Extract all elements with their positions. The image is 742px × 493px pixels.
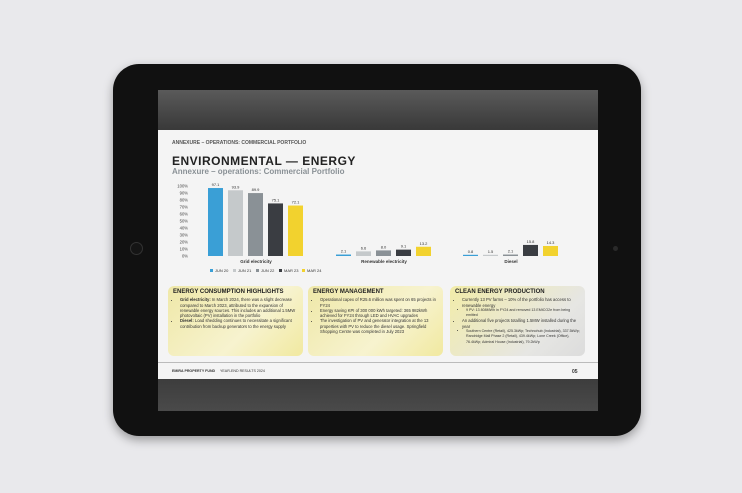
legend-swatch (256, 269, 259, 272)
bar (228, 190, 243, 256)
y-tick-label: 20% (180, 240, 189, 245)
y-tick-label: 10% (180, 247, 189, 252)
bullet-text: Energy saving KPI of 300 000 kWh targete… (320, 307, 428, 319)
legend-label: MAR 23 (284, 268, 299, 273)
legend-label: JUN 20 (215, 268, 229, 273)
footer-fund: EMIRA PROPERTY FUND (172, 369, 216, 373)
data-label: 93.9 (232, 184, 241, 189)
home-button[interactable] (130, 242, 143, 255)
legend-swatch (210, 269, 213, 272)
y-tick-label: 30% (180, 233, 189, 238)
bar (543, 245, 558, 256)
bar (483, 254, 498, 256)
slide: ANNEXURE – OPERATIONS: COMMERCIAL PORTFO… (158, 130, 598, 379)
y-tick-label: 40% (180, 226, 189, 231)
highlight-box: CLEAN ENERGY PRODUCTION Currently 13 PV f… (450, 286, 585, 356)
slide-title: ENVIRONMENTAL — ENERGY (172, 154, 356, 168)
data-label: 2.1 (341, 249, 347, 254)
y-tick-label: 80% (180, 198, 189, 203)
bullet-text: Southern Centre (Retail), 425.3kWp; Tech… (466, 329, 580, 344)
bar (208, 188, 223, 256)
slide-kicker: ANNEXURE – OPERATIONS: COMMERCIAL PORTFO… (172, 140, 307, 146)
bar (268, 203, 283, 256)
bar (336, 254, 351, 256)
bullet-text: In March 2024, there was a slight decrea… (180, 297, 296, 319)
bullet-item: Diesel: Load shedding continues to neces… (180, 318, 298, 329)
highlight-box: ENERGY MANAGEMENT Operational capex of R2… (308, 286, 443, 356)
data-label: 1.5 (488, 249, 494, 254)
bullet-item: Energy saving KPI of 300 000 kWh targete… (320, 308, 438, 319)
bar (356, 251, 371, 256)
legend-swatch (233, 269, 236, 272)
slide-footer: EMIRA PROPERTY FUND YEAR-END RESULTS 202… (158, 362, 598, 379)
camera (613, 246, 618, 251)
bullet-lead: Diesel: (180, 318, 194, 324)
y-tick-label: 100% (177, 184, 188, 189)
y-tick-label: 70% (180, 205, 189, 210)
bullet-text: The investigation of PV and generator in… (320, 318, 429, 335)
page-number: 05 (572, 369, 578, 375)
data-label: 15.8 (527, 239, 536, 244)
data-label: 9.1 (401, 244, 407, 249)
data-label: 72.1 (292, 200, 301, 205)
slide-subtitle: Annexure – operations: Commercial Portfo… (172, 167, 345, 176)
box-title: CLEAN ENERGY PRODUCTION (455, 289, 545, 295)
y-tick-label: 0% (182, 254, 188, 259)
bar (396, 249, 411, 256)
data-label: 8.0 (381, 244, 387, 249)
legend-label: JUN 22 (261, 268, 275, 273)
bar (376, 250, 391, 256)
legend-swatch (302, 269, 305, 272)
data-label: 14.3 (547, 240, 556, 245)
bullet-item: Currently 13 PV farms – 10% of the portf… (462, 297, 580, 308)
data-label: 75.1 (272, 197, 281, 202)
category-label: Diesel (504, 259, 517, 264)
bullet-text: Operational capex of R25.6 million was s… (320, 297, 436, 308)
bullet-item: Operational capex of R25.6 million was s… (320, 297, 438, 308)
bar (463, 254, 478, 256)
box-title: ENERGY MANAGEMENT (313, 289, 384, 295)
legend-label: JUN 21 (238, 268, 252, 273)
category-label: Renewable electricity (361, 259, 407, 264)
data-label: 97.1 (212, 182, 221, 187)
bullet-text: 9 PV: 13 808MWh in FY24 and removed 13 E… (466, 307, 571, 318)
bullet-item: An additional five projects totalling 1.… (462, 318, 580, 329)
box-title: ENERGY CONSUMPTION HIGHLIGHTS (173, 289, 284, 295)
bar (416, 246, 431, 256)
bullet-item: 9 PV: 13 808MWh in FY24 and removed 13 E… (466, 308, 580, 319)
data-label: 13.2 (420, 241, 429, 246)
bullet-text: Currently 13 PV farms – 10% of the portf… (462, 297, 571, 308)
highlight-box: ENERGY CONSUMPTION HIGHLIGHTS Grid electr… (168, 286, 303, 356)
y-tick-label: 50% (180, 219, 189, 224)
bar (523, 244, 538, 256)
bullet-item: The investigation of PV and generator in… (320, 318, 438, 334)
category-label: Grid electricity (240, 259, 272, 264)
energy-bar-chart: 0% 10% 20% 30% 40% 50% 60% 70% 80% 90% 100% 97.1 93.… (177, 182, 558, 273)
bullet-text: Load shedding continues to necessitate a… (180, 318, 292, 329)
footer-report: YEAR-END RESULTS 2024 (220, 369, 265, 373)
bar (288, 205, 303, 256)
bullet-item: Southern Centre (Retail), 425.3kWp; Tech… (466, 329, 580, 345)
legend-label: MAR 24 (307, 268, 322, 273)
bar (248, 193, 263, 256)
bullet-text: An additional five projects totalling 1.… (462, 318, 577, 329)
data-label: 2.1 (508, 249, 514, 254)
y-tick-label: 60% (180, 212, 189, 217)
legend-swatch (279, 269, 282, 272)
y-tick-label: 90% (180, 191, 189, 196)
data-label: 89.9 (252, 187, 261, 192)
bar (503, 254, 518, 256)
data-label: 0.8 (468, 249, 474, 254)
bullet-lead: Grid electricity: (180, 297, 211, 303)
data-label: 6.6 (361, 245, 367, 250)
bullet-item: Grid electricity: In March 2024, there w… (180, 297, 298, 318)
